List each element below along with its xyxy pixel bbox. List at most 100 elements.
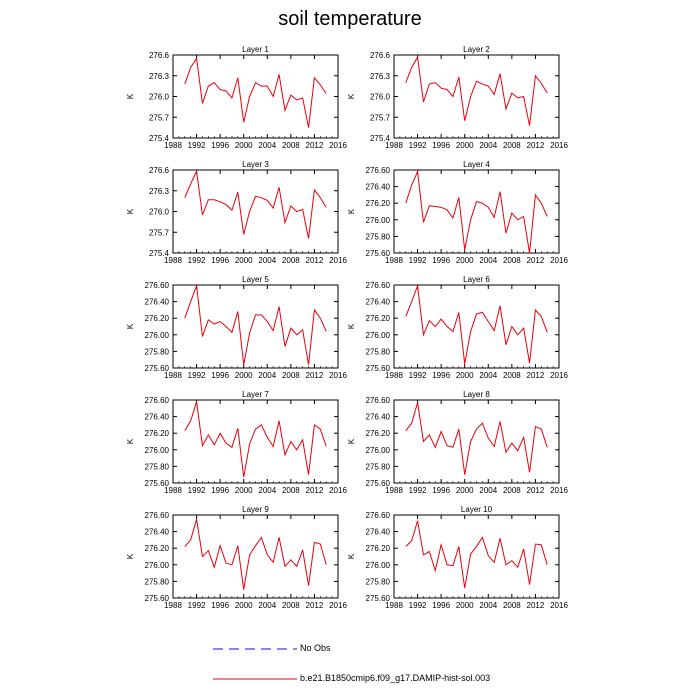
y-tick-label: 275.60 xyxy=(366,364,391,373)
x-tick-label: 1988 xyxy=(385,601,403,610)
chart-title: soil temperature xyxy=(278,8,422,30)
y-tick-label: 276.3 xyxy=(149,187,170,196)
x-tick-label: 2000 xyxy=(456,486,474,495)
panel-6: Layer 6 K 1988 1992 1996 2000 2004 2008 2012 2016… xyxy=(347,275,568,380)
x-tick-label: 2000 xyxy=(235,486,253,495)
y-tick-label: 276.00 xyxy=(145,331,170,340)
x-tick-label: 2000 xyxy=(235,256,253,265)
y-tick-label: 276.40 xyxy=(145,298,170,307)
x-tick-label: 2016 xyxy=(329,601,347,610)
y-tick-label: 276.20 xyxy=(366,544,391,553)
x-tick-label: 2008 xyxy=(503,141,521,150)
x-tick-label: 2004 xyxy=(479,486,497,495)
y-tick-label: 275.60 xyxy=(145,364,170,373)
panel-title: Layer 5 xyxy=(242,275,269,284)
y-tick-label: 276.20 xyxy=(366,314,391,323)
y-tick-label: 276.00 xyxy=(366,331,391,340)
x-tick-label: 1996 xyxy=(211,256,229,265)
x-tick-label: 1988 xyxy=(164,256,182,265)
x-tick-label: 1992 xyxy=(188,141,206,150)
x-tick-label: 2012 xyxy=(527,141,545,150)
series-line xyxy=(405,285,548,364)
y-tick-label: 276.00 xyxy=(366,446,391,455)
x-tick-label: 1992 xyxy=(409,141,427,150)
y-tick-label: 275.7 xyxy=(370,113,391,122)
x-tick-label: 2016 xyxy=(550,486,568,495)
x-tick-label: 2008 xyxy=(282,141,300,150)
x-tick-label: 1996 xyxy=(432,256,450,265)
y-tick-label: 276.60 xyxy=(145,511,170,520)
panel-title: Layer 2 xyxy=(463,45,490,54)
x-tick-label: 2008 xyxy=(282,601,300,610)
panel-10: Layer 10 K 1988 1992 1996 2000 2004 2008 2012 201… xyxy=(347,505,568,610)
panel-1: Layer 1 K 1988 1992 1996 2000 2004 2008 2012 2016… xyxy=(126,45,347,150)
panel-title: Layer 8 xyxy=(463,390,490,399)
y-tick-label: 276.40 xyxy=(366,528,391,537)
panel-9: Layer 9 K 1988 1992 1996 2000 2004 2008 2012 2016… xyxy=(126,505,347,610)
x-tick-label: 2000 xyxy=(456,601,474,610)
y-tick-label: 276.0 xyxy=(370,93,391,102)
y-axis-label: K xyxy=(347,93,356,99)
x-tick-label: 2012 xyxy=(306,601,324,610)
x-tick-label: 2000 xyxy=(235,141,253,150)
y-tick-label: 275.80 xyxy=(366,347,391,356)
y-tick-label: 276.3 xyxy=(370,72,391,81)
y-tick-label: 276.00 xyxy=(145,561,170,570)
y-tick-label: 276.20 xyxy=(366,199,391,208)
x-tick-label: 2016 xyxy=(329,256,347,265)
x-tick-label: 1988 xyxy=(385,141,403,150)
x-tick-label: 2008 xyxy=(503,601,521,610)
x-tick-label: 2012 xyxy=(527,486,545,495)
x-tick-label: 1992 xyxy=(188,256,206,265)
x-tick-label: 2004 xyxy=(479,141,497,150)
y-tick-label: 276.60 xyxy=(366,281,391,290)
y-tick-label: 275.80 xyxy=(145,577,170,586)
x-tick-label: 2004 xyxy=(258,141,276,150)
x-tick-label: 1992 xyxy=(188,486,206,495)
y-tick-label: 275.4 xyxy=(370,134,391,143)
panel-4: Layer 4 K 1988 1992 1996 2000 2004 2008 2012 2016… xyxy=(347,160,568,265)
y-tick-label: 276.60 xyxy=(366,396,391,405)
panel-title: Layer 7 xyxy=(242,390,269,399)
x-tick-label: 1996 xyxy=(432,371,450,380)
y-axis-label: K xyxy=(126,93,135,99)
panel-title: Layer 6 xyxy=(463,275,490,284)
x-tick-label: 1996 xyxy=(211,601,229,610)
x-tick-label: 2008 xyxy=(503,486,521,495)
x-tick-label: 1992 xyxy=(188,601,206,610)
x-tick-label: 2012 xyxy=(527,601,545,610)
x-tick-label: 2004 xyxy=(258,371,276,380)
y-tick-label: 275.7 xyxy=(149,113,170,122)
x-tick-label: 2012 xyxy=(306,371,324,380)
x-tick-label: 1996 xyxy=(432,486,450,495)
x-tick-label: 2016 xyxy=(329,371,347,380)
x-tick-label: 2016 xyxy=(550,141,568,150)
series-line xyxy=(184,285,327,365)
y-axis-label: K xyxy=(347,553,356,559)
y-tick-label: 276.6 xyxy=(149,166,170,175)
x-tick-label: 2012 xyxy=(527,256,545,265)
x-tick-label: 2004 xyxy=(479,601,497,610)
y-tick-label: 275.4 xyxy=(149,249,170,258)
panel-title: Layer 4 xyxy=(463,160,490,169)
x-tick-label: 2004 xyxy=(258,256,276,265)
x-tick-label: 2004 xyxy=(479,371,497,380)
x-tick-label: 2000 xyxy=(456,371,474,380)
x-tick-label: 2004 xyxy=(258,486,276,495)
x-tick-label: 1992 xyxy=(409,371,427,380)
y-tick-label: 276.20 xyxy=(145,314,170,323)
y-tick-label: 276.00 xyxy=(366,216,391,225)
x-tick-label: 2012 xyxy=(527,371,545,380)
y-tick-label: 275.80 xyxy=(366,462,391,471)
y-tick-label: 276.60 xyxy=(145,281,170,290)
x-tick-label: 2000 xyxy=(456,256,474,265)
x-tick-label: 2016 xyxy=(329,141,347,150)
x-tick-label: 1996 xyxy=(211,141,229,150)
x-tick-label: 1996 xyxy=(211,486,229,495)
x-tick-label: 2016 xyxy=(550,601,568,610)
y-tick-label: 275.80 xyxy=(366,577,391,586)
y-tick-label: 276.0 xyxy=(149,208,170,217)
x-tick-label: 1988 xyxy=(385,371,403,380)
y-tick-label: 276.60 xyxy=(366,166,391,175)
